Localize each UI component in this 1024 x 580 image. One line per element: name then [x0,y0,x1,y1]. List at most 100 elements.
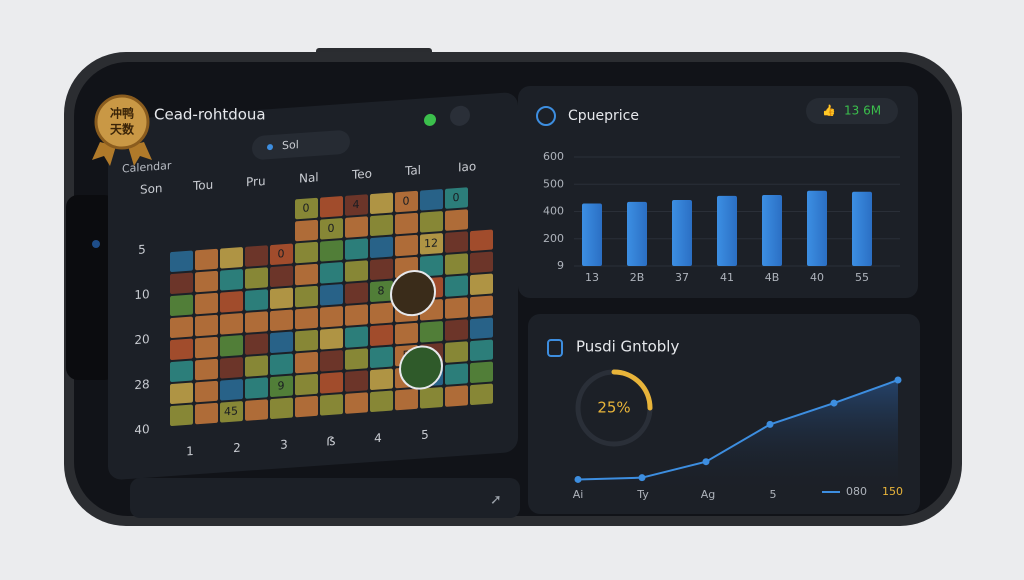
heat-cell [370,258,393,280]
heat-cell [270,309,293,331]
heat-cell [270,243,293,265]
heat-cell [370,302,393,324]
heat-cell [420,321,443,343]
bar [627,201,647,266]
heat-cell [395,212,418,235]
heat-cell [295,219,318,242]
heat-cell [445,297,468,319]
heat-cell [445,187,468,209]
heat-cell [370,324,393,346]
avatar [390,270,436,317]
heat-cell [345,370,368,392]
row-label: 28 [134,377,149,392]
heat-cell [345,194,368,216]
calendar-panel: Sol Calendar 0400001285945SonTouPruNalTe… [108,92,518,480]
heat-cell [320,394,343,416]
heat-cell [170,360,193,382]
heat-cell [370,368,393,390]
heat-cell [320,350,343,372]
row-label: 20 [134,332,149,347]
heat-cell [245,377,268,399]
heat-cell [195,292,218,315]
heat-cell [270,265,293,287]
column-label: 1 [186,444,194,459]
heat-cell [420,255,443,277]
y-label: 600 [543,150,564,163]
search-button[interactable] [450,105,470,126]
heat-cell [470,361,493,383]
heat-cell [220,269,243,291]
legend-label: 150 [882,485,903,498]
cell-digit: 9 [278,379,285,392]
calendar-title: Cead-rohtdoua [154,106,266,124]
heat-cell [320,372,343,394]
heat-cell [370,236,393,258]
heat-cell [320,306,343,328]
badge-text: 冲鸭 [110,106,134,121]
heat-cell [320,328,343,350]
heat-cell [295,285,318,308]
heat-cell [445,385,468,407]
heat-cell [195,336,218,359]
heat-cell [445,319,468,341]
heat-cell [420,233,443,255]
line [577,379,899,481]
camera [92,240,100,248]
heat-cell [470,317,493,339]
price-badge [806,98,898,124]
x-label: 13 [585,271,599,284]
heat-cell [395,190,418,213]
heat-cell [320,240,343,262]
cell-digit: 4 [353,198,360,211]
x-label: 55 [855,271,869,284]
heat-cell [220,313,243,335]
heat-cell [370,390,393,412]
heat-cell [345,260,368,282]
heat-cell [195,314,218,337]
heat-cell [220,401,243,423]
cell-digit: 0 [453,191,460,204]
cell-digit: 45 [224,404,238,418]
y-label: 400 [543,205,564,218]
gauge-arc [611,369,653,411]
column-label: 3 [280,437,288,452]
heat-cell [170,250,193,272]
heat-cell [295,373,318,396]
heat-cell [220,247,243,269]
column-label: ẞ [326,434,335,449]
heat-cell [445,209,468,231]
x-label: 40 [810,271,824,284]
avatar [399,345,443,390]
heat-cell [420,189,443,211]
day-label: Tou [192,178,213,193]
heat-cell [320,196,343,218]
bar [717,195,737,266]
heat-cell [445,341,468,363]
selector[interactable] [252,130,350,161]
heat-cell [295,351,318,374]
x-label: 4B [765,271,780,284]
heat-cell [170,272,193,294]
heat-cell [245,289,268,311]
area [578,380,898,490]
clock-icon [536,106,556,126]
badge: 冲鸭 天数 [92,94,152,166]
bar [852,191,872,266]
heat-cell [220,379,243,401]
heat-cell [395,322,418,345]
bar [807,190,827,266]
heat-cell [270,375,293,397]
x-label: 2B [630,271,645,284]
point [766,420,774,428]
heat-cell [345,238,368,260]
price-title: Cpueprice [568,108,639,124]
bar [672,200,692,266]
x-label: Ty [636,488,649,501]
cell-digit: 0 [403,194,410,207]
row-label: 40 [134,422,149,437]
point [894,376,902,384]
heat-cell [220,291,243,313]
